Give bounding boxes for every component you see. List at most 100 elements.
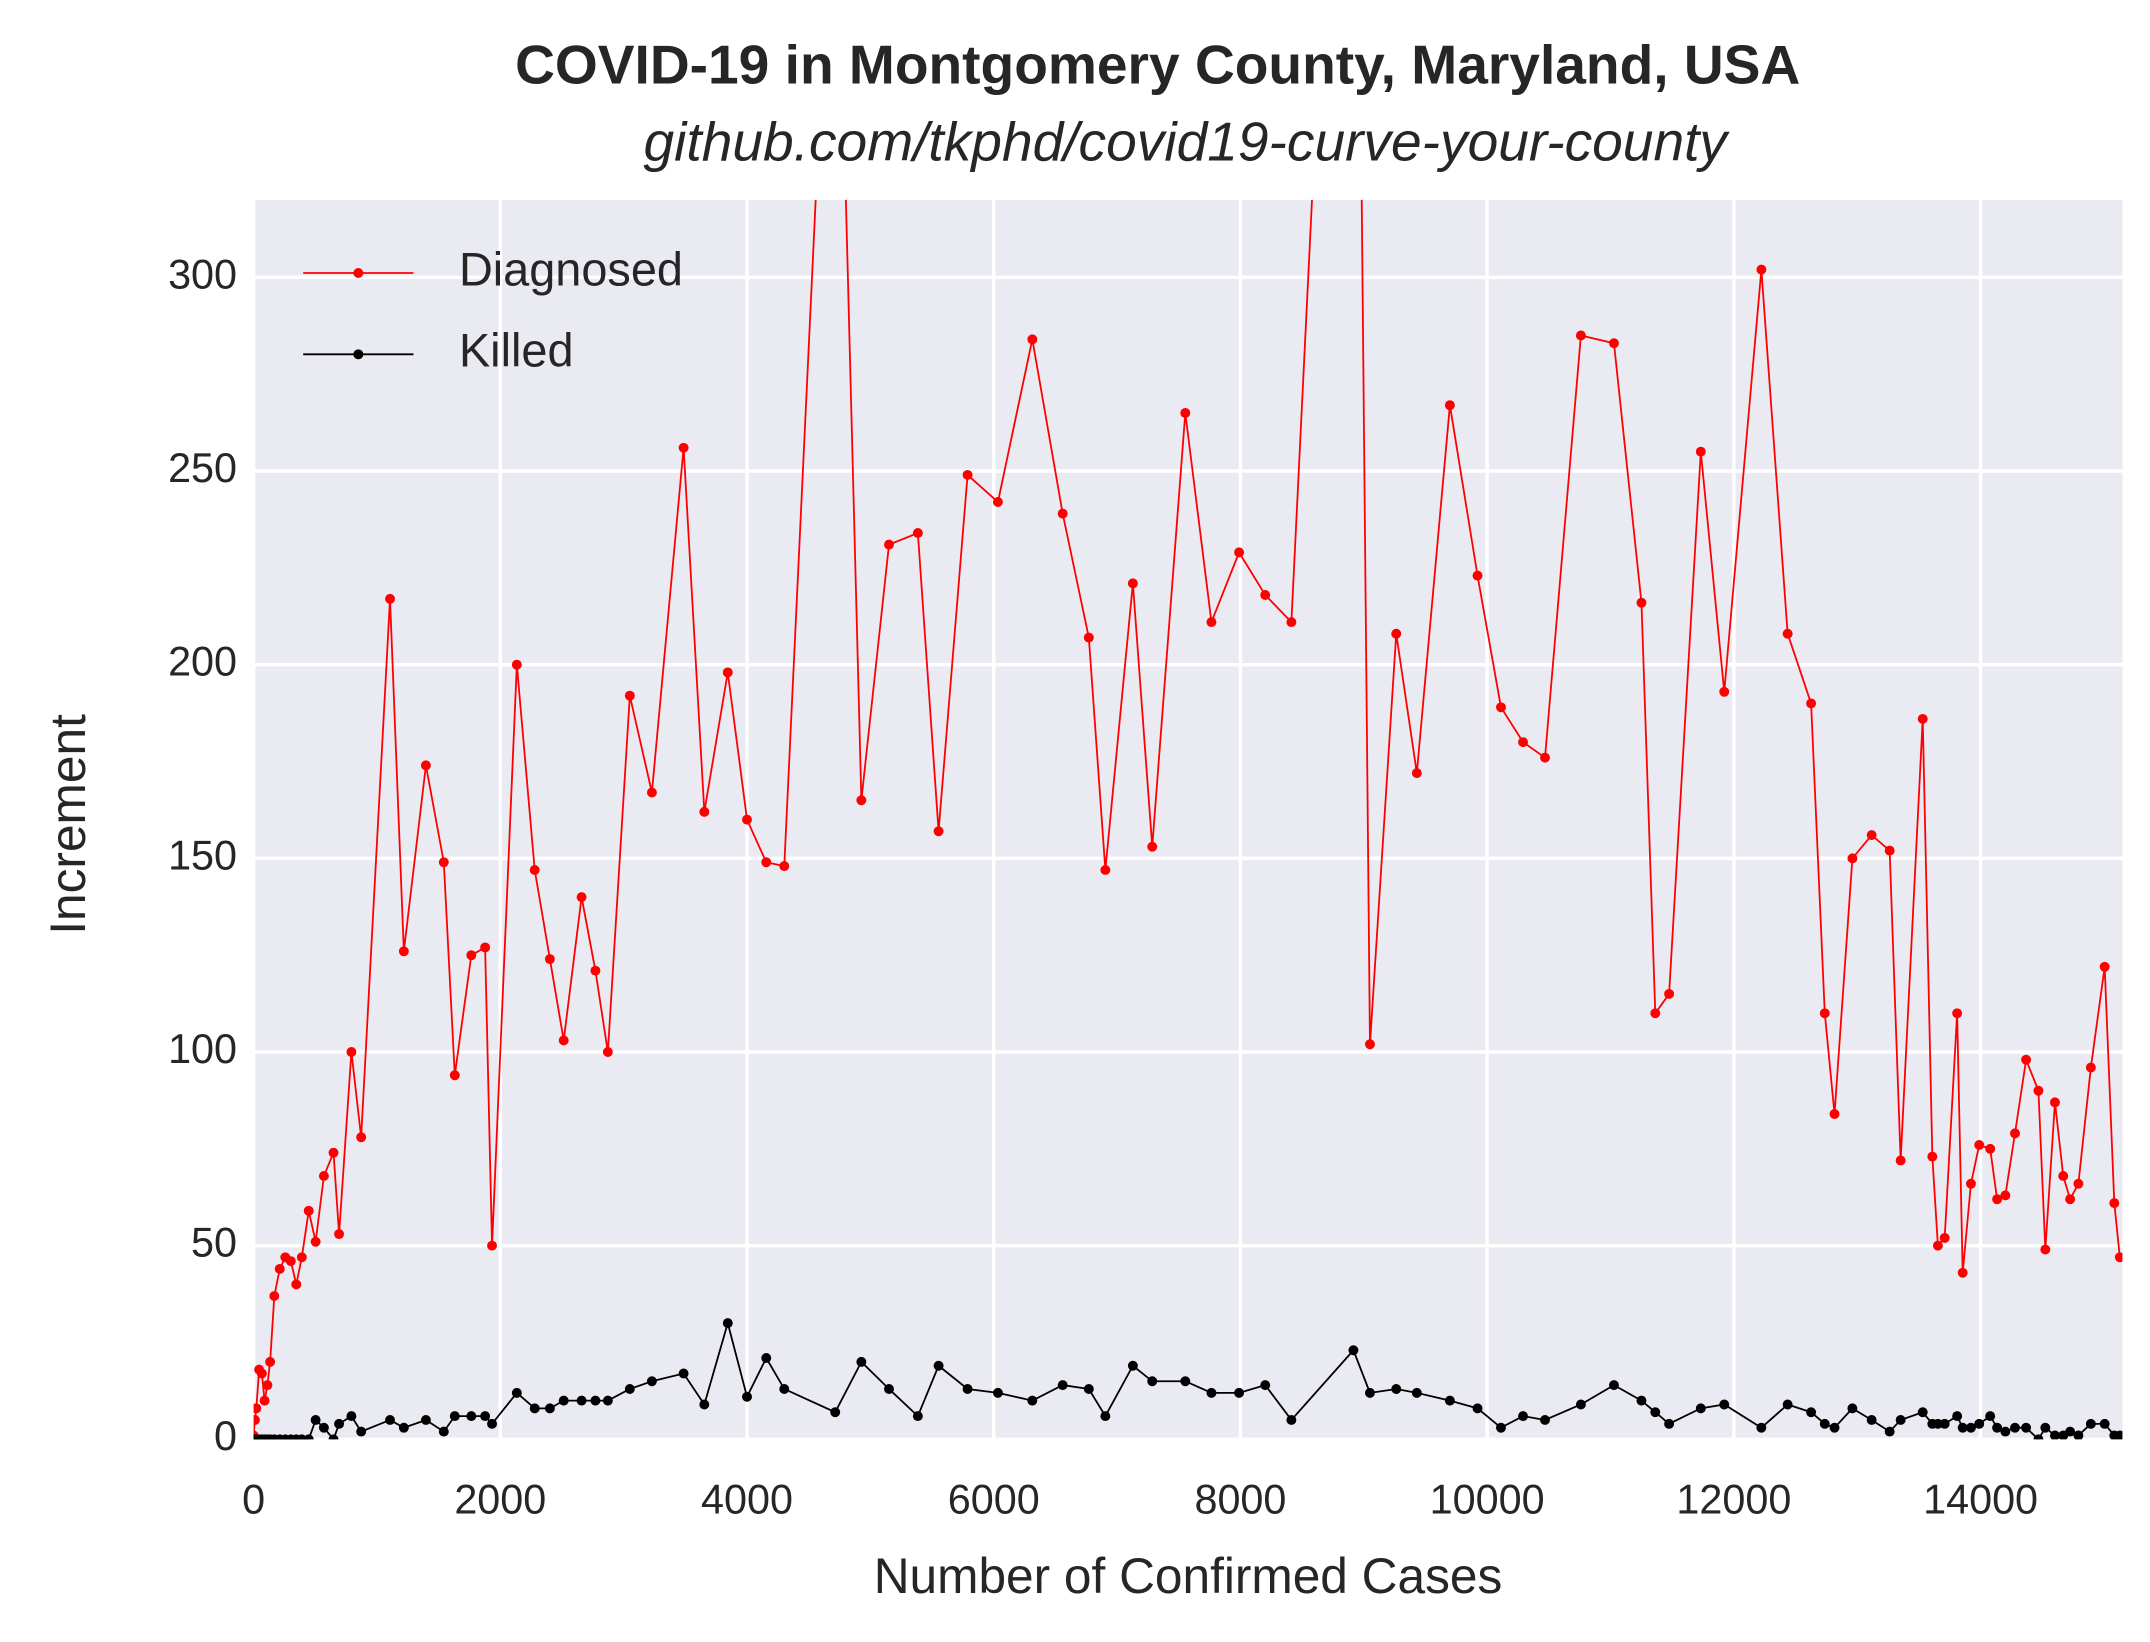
data-point [1819,1418,1830,1429]
data-point [1782,628,1793,639]
data-point [2010,1422,2020,1433]
data-point [1719,686,1730,697]
x-tick-label: 4000 [701,1477,793,1523]
data-point [1365,1039,1375,1050]
data-point [2085,1062,2096,1073]
data-point [1985,1143,1996,1154]
data-point [511,659,522,670]
data-point [285,1256,296,1267]
series-line [253,199,2121,1436]
y-tick-label: 100 [168,1026,237,1072]
chart-subtitle: github.com/tkphd/covid19-curve-your-coun… [644,111,1731,173]
data-point [1444,400,1455,411]
data-point [1866,1415,1877,1425]
data-point [1847,1403,1858,1414]
data-point [511,1387,522,1398]
data-point [1147,841,1158,852]
data-point [544,1403,555,1414]
chart-title: COVID-19 in Montgomery County, Maryland,… [515,33,1800,95]
data-point [1884,1426,1895,1437]
data-point [646,787,657,798]
data-point [269,1291,280,1301]
data-point [602,1395,613,1406]
data-point [856,795,867,806]
legend-marker [353,268,364,278]
data-point [1806,1407,1817,1418]
x-tick-label: 14000 [1923,1477,2038,1523]
data-point [1609,1380,1619,1391]
data-point [1695,446,1706,457]
data-point [1348,1345,1359,1356]
data-point [303,1434,314,1440]
data-point [398,1422,409,1433]
data-point [318,1422,329,1433]
data-point [1965,1422,1976,1433]
data-point [1957,1422,1968,1433]
data-point [544,954,555,965]
data-point [1895,1415,1906,1425]
data-point [1127,578,1138,589]
data-point [1127,1360,1138,1371]
data-point [1540,1415,1550,1425]
data-point [346,1411,357,1422]
data-point [1286,617,1297,628]
data-point [1027,334,1038,345]
data-point [699,806,710,817]
data-point [1100,865,1111,875]
data-point [1027,1395,1038,1406]
data-point [1391,628,1402,639]
data-point [1992,1194,2003,1205]
data-point [884,1384,894,1394]
data-point [1829,1422,1840,1433]
data-point [1147,1376,1158,1387]
grid [251,199,2123,1442]
data-point [259,1395,270,1406]
data-point [1234,1387,1245,1398]
data-point [346,1047,357,1057]
data-point [1884,845,1895,856]
data-point [2065,1426,2076,1437]
data-point [1965,1178,1976,1189]
data-point [1100,1411,1111,1422]
data-point [1756,1422,1767,1433]
data-point [1365,1387,1375,1398]
data-point [2073,1430,2084,1440]
data-point [1952,1008,1963,1019]
data-point [1917,1407,1928,1418]
data-point [624,690,635,701]
data-point [992,497,1003,507]
data-point [1756,264,1767,275]
data-point [296,1252,307,1263]
data-point [466,950,477,961]
data-point [742,814,752,825]
data-point [2065,1194,2076,1205]
data-point [2000,1426,2011,1437]
data-point [529,1403,540,1414]
data-point [2021,1422,2032,1433]
data-point [1992,1422,2003,1433]
data-point [385,593,395,604]
data-point [678,442,689,453]
data-point [2058,1170,2069,1181]
data-point [1444,1395,1455,1406]
data-point [1083,1384,1094,1394]
data-point [830,1407,841,1418]
data-point [933,1360,944,1371]
data-point [356,1426,367,1437]
data-point [1180,407,1191,418]
data-point [1636,1395,1647,1406]
data-point [678,1368,689,1379]
data-point [912,528,923,538]
x-tick-label: 2000 [454,1477,546,1523]
data-point [438,857,449,868]
data-point [1806,698,1817,709]
data-point [328,1434,339,1440]
data-point [1650,1008,1661,1019]
data-point [420,1415,431,1425]
data-point [699,1399,710,1410]
y-tick-label: 200 [168,639,237,685]
data-point [1636,597,1647,608]
y-tick-label: 50 [191,1220,237,1266]
data-point [529,865,540,875]
